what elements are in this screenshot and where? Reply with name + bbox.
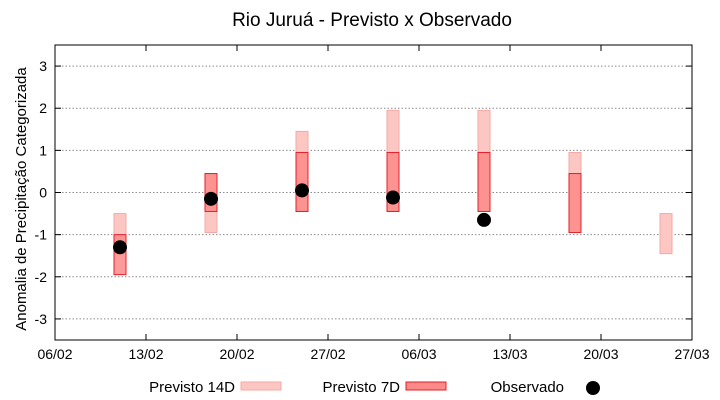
axes-layer: -3 -2 -1 0 1 2 3 06/02 13/02 20/02 27/02 06/03 13/03… — [35, 45, 710, 362]
series-observado — [113, 183, 491, 255]
bar-previsto-7d — [295, 151, 309, 212]
bar-previsto-7d — [568, 173, 582, 234]
legend: Previsto 14D Previsto 7D Observado — [149, 379, 600, 396]
y-tick-label: -3 — [35, 311, 48, 327]
legend-swatch-previsto-7d — [405, 381, 447, 391]
legend-label-previsto-7d: Previsto 7D — [322, 379, 400, 396]
grid-layer — [55, 65, 692, 320]
y-axis-label: Anomalia de Precipitação Categorizada — [13, 67, 30, 331]
x-tick-label: 06/03 — [401, 346, 436, 362]
bar-previsto-7d — [477, 151, 491, 212]
marker-observado — [113, 240, 127, 255]
legend-label-observado: Observado — [491, 379, 564, 396]
legend-swatch-previsto-14d — [240, 381, 282, 391]
marker-observado — [477, 212, 491, 227]
y-tick-label: 2 — [39, 100, 47, 116]
x-tick-label: 20/02 — [219, 346, 254, 362]
legend-marker-observado — [586, 381, 600, 395]
marker-observado — [295, 183, 309, 198]
y-tick-label: -2 — [35, 269, 48, 285]
x-tick-label: 06/02 — [37, 346, 72, 362]
y-tick-label: 1 — [39, 142, 47, 158]
legend-label-previsto-14d: Previsto 14D — [149, 379, 235, 396]
y-tick-label: 0 — [39, 185, 47, 201]
x-tick-label: 13/03 — [492, 346, 527, 362]
chart-title: Rio Juruá - Previsto x Observado — [232, 10, 512, 31]
x-tick-label: 27/02 — [310, 346, 345, 362]
series-previsto-7d — [113, 151, 582, 276]
marker-observado — [204, 191, 218, 206]
x-tick-label: 27/03 — [674, 346, 709, 362]
y-tick-label: -1 — [35, 227, 48, 243]
bar-previsto-14d — [659, 213, 673, 255]
marker-observado — [386, 190, 400, 205]
x-tick-label: 13/02 — [128, 346, 163, 362]
x-tick-label: 20/03 — [583, 346, 618, 362]
y-tick-label: 3 — [39, 58, 47, 74]
